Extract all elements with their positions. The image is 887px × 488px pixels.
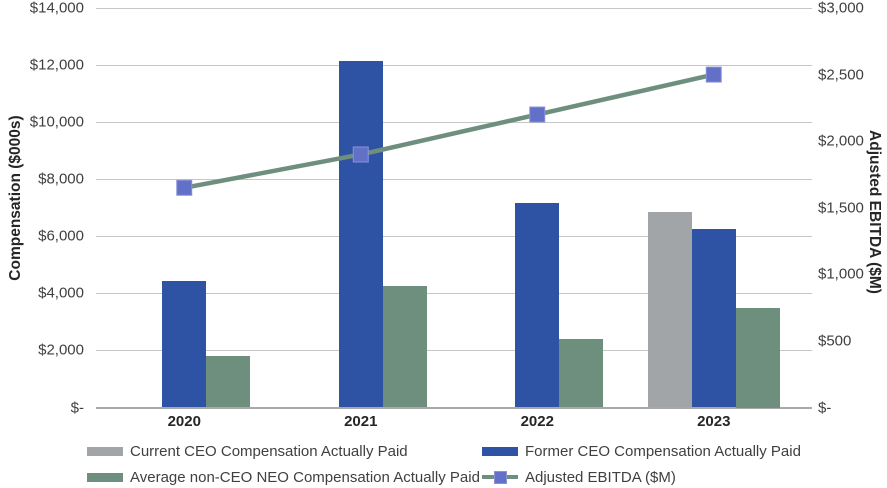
left-axis-tick-label: $- [70, 399, 84, 416]
left-axis-tick-label: $10,000 [29, 113, 84, 131]
legend-marker-glyph [493, 470, 507, 484]
gridline [96, 292, 812, 294]
right-axis-tick-label: $3,000 [818, 0, 864, 17]
bar-former-ceo-2020 [162, 280, 207, 408]
left-axis-tick-label: $12,000 [29, 56, 84, 74]
left-axis-tick-label: $14,000 [29, 0, 84, 17]
bar-avg-non-ceo-neo-2020 [206, 356, 251, 408]
legend-item-avg-non-ceo-neo: Average non-CEO NEO Compensation Actuall… [87, 468, 480, 486]
x-axis-label-2023: 2023 [697, 413, 731, 430]
gridline [96, 64, 812, 66]
bar-current-ceo-2023 [647, 212, 692, 408]
legend-swatch-current-ceo [87, 446, 123, 456]
left-axis-tick-label: $8,000 [38, 170, 84, 188]
right-axis-tick-label: $2,500 [818, 66, 864, 84]
legend-label-avg-non-ceo-neo: Average non-CEO NEO Compensation Actuall… [130, 468, 480, 486]
bar-former-ceo-2022 [515, 203, 560, 408]
right-axis-tick-label: $2,000 [818, 132, 864, 150]
legend-label-former-ceo: Former CEO Compensation Actually Paid [525, 442, 801, 460]
bar-avg-non-ceo-neo-2021 [382, 286, 427, 408]
bar-former-ceo-2023 [691, 229, 736, 408]
bar-avg-non-ceo-neo-2023 [735, 307, 780, 408]
legend-swatch-adjusted-ebitda [482, 470, 518, 484]
gridline [96, 235, 812, 237]
x-axis-label-2020: 2020 [167, 413, 201, 430]
right-axis-tick-label: $1,000 [818, 265, 864, 283]
gridline [96, 349, 812, 351]
right-axis-tick-label: $- [818, 399, 832, 416]
x-axis-line [96, 406, 812, 409]
legend-label-adjusted-ebitda: Adjusted EBITDA ($M) [525, 468, 676, 486]
x-axis-label-2022: 2022 [520, 413, 554, 430]
legend-item-former-ceo: Former CEO Compensation Actually Paid [482, 442, 801, 460]
left-axis-tick-label: $2,000 [38, 341, 84, 359]
legend-swatch-avg-non-ceo-neo [87, 472, 123, 482]
legend-item-current-ceo: Current CEO Compensation Actually Paid [87, 442, 408, 460]
legend-label-current-ceo: Current CEO Compensation Actually Paid [130, 442, 408, 460]
x-axis-label-2021: 2021 [344, 413, 378, 430]
right-axis-tick-label: $500 [818, 332, 852, 350]
legend-swatch-former-ceo [482, 446, 518, 456]
gridline [96, 7, 812, 9]
left-axis-tick-label: $6,000 [38, 227, 84, 245]
bar-avg-non-ceo-neo-2022 [559, 339, 604, 408]
left-axis-tick-label: $4,000 [38, 284, 84, 302]
right-axis-tick-label: $1,500 [818, 199, 864, 217]
legend-item-adjusted-ebitda: Adjusted EBITDA ($M) [482, 468, 676, 486]
